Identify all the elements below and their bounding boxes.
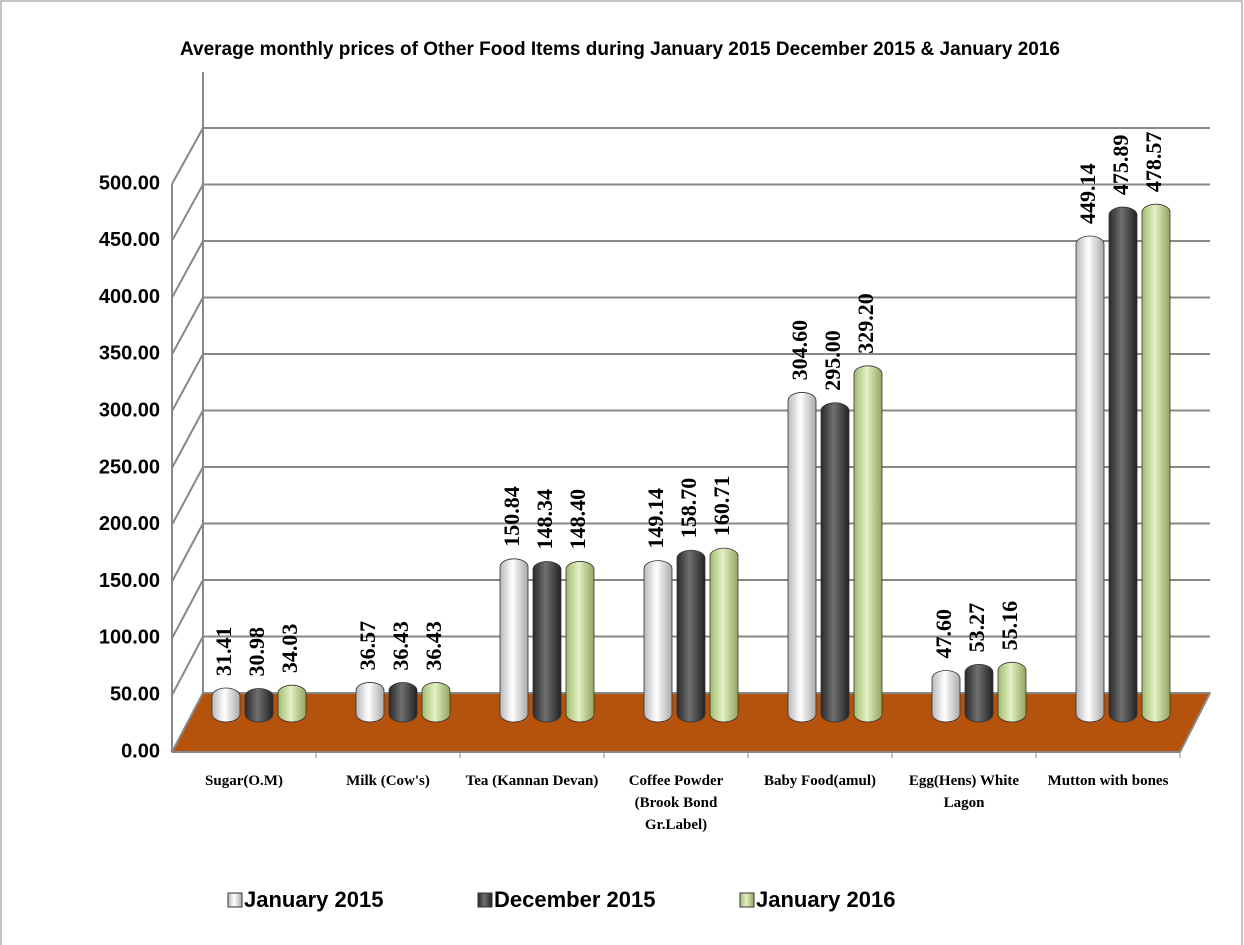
grid-line bbox=[171, 353, 204, 412]
bar bbox=[676, 549, 706, 723]
x-tick-label: Mutton with bones bbox=[1047, 773, 1169, 789]
bar bbox=[277, 684, 307, 723]
grid-line bbox=[171, 410, 204, 469]
y-tick-label: 100.00 bbox=[99, 627, 160, 649]
data-label: 150.84 bbox=[499, 486, 524, 547]
data-label: 31.41 bbox=[211, 627, 236, 677]
bar bbox=[1141, 203, 1171, 723]
bar bbox=[997, 661, 1027, 723]
grid-line bbox=[171, 240, 204, 299]
y-tick-label: 250.00 bbox=[99, 456, 160, 478]
y-tick-label: 300.00 bbox=[99, 399, 160, 421]
y-tick-label: 200.00 bbox=[99, 513, 160, 535]
data-label: 478.57 bbox=[1141, 132, 1166, 193]
bar bbox=[355, 682, 385, 723]
legend-swatch bbox=[227, 892, 243, 908]
x-tick-label: Tea (Kannan Devan) bbox=[465, 773, 599, 789]
bar bbox=[421, 682, 451, 723]
y-tick-label: 450.00 bbox=[99, 229, 160, 251]
bar bbox=[499, 558, 529, 723]
bar bbox=[388, 682, 418, 723]
bar bbox=[787, 392, 817, 723]
legend-label: December 2015 bbox=[494, 887, 655, 912]
x-tick-label: Egg(Hens) White Lagon bbox=[908, 773, 1020, 811]
data-label: 148.34 bbox=[532, 489, 557, 550]
grid-line bbox=[171, 579, 204, 639]
bar bbox=[1075, 235, 1105, 723]
bar bbox=[565, 561, 595, 723]
data-label: 36.43 bbox=[421, 621, 446, 671]
bar bbox=[820, 402, 850, 723]
data-label: 160.71 bbox=[709, 476, 734, 537]
bar bbox=[1108, 206, 1138, 723]
bar bbox=[709, 547, 739, 723]
chart-title: Average monthly prices of Other Food Ite… bbox=[180, 39, 1060, 60]
bar bbox=[244, 688, 274, 723]
x-tick-label: Sugar(O.M) bbox=[205, 773, 283, 789]
bar bbox=[964, 663, 994, 723]
y-tick-label: 500.00 bbox=[99, 172, 160, 194]
grid-line bbox=[171, 297, 204, 355]
bar bbox=[931, 670, 961, 723]
data-label: 449.14 bbox=[1075, 164, 1100, 225]
y-tick-label: 0.00 bbox=[121, 740, 160, 762]
grid-line bbox=[171, 636, 204, 696]
grid-line bbox=[171, 127, 204, 185]
x-tick-label: Milk (Cow's) bbox=[346, 773, 430, 789]
x-tick-label: Coffee Powder (Brook Bond Gr.Label) bbox=[628, 773, 724, 833]
data-label: 149.14 bbox=[643, 488, 668, 549]
data-label: 55.16 bbox=[997, 601, 1022, 651]
legend-label: January 2015 bbox=[244, 887, 383, 912]
bar bbox=[532, 561, 562, 723]
legend-swatch bbox=[477, 892, 493, 908]
grid-line bbox=[171, 184, 204, 242]
y-tick-label: 400.00 bbox=[99, 286, 160, 308]
data-label: 30.98 bbox=[244, 627, 269, 677]
data-label: 148.40 bbox=[565, 489, 590, 550]
grid-line bbox=[171, 466, 204, 526]
y-tick-label: 350.00 bbox=[99, 343, 160, 365]
grid-line bbox=[171, 692, 204, 753]
y-tick-label: 50.00 bbox=[110, 683, 160, 705]
data-label: 36.57 bbox=[355, 621, 380, 671]
bar bbox=[853, 365, 883, 723]
axis-line bbox=[1179, 692, 1211, 753]
y-tick-label: 150.00 bbox=[99, 570, 160, 592]
bar bbox=[211, 687, 241, 723]
legend-label: January 2016 bbox=[756, 887, 895, 912]
data-label: 158.70 bbox=[676, 478, 701, 539]
data-label: 47.60 bbox=[931, 609, 956, 659]
data-label: 304.60 bbox=[787, 320, 812, 381]
data-label: 329.20 bbox=[853, 293, 878, 354]
grid-line bbox=[171, 523, 204, 583]
data-label: 36.43 bbox=[388, 621, 413, 671]
data-label: 295.00 bbox=[820, 330, 845, 391]
x-tick-label: Baby Food(amul) bbox=[763, 773, 877, 789]
bar bbox=[643, 560, 673, 723]
data-label: 53.27 bbox=[964, 603, 989, 653]
data-label: 475.89 bbox=[1108, 135, 1133, 196]
legend-swatch bbox=[739, 892, 755, 908]
data-label: 34.03 bbox=[277, 624, 302, 674]
